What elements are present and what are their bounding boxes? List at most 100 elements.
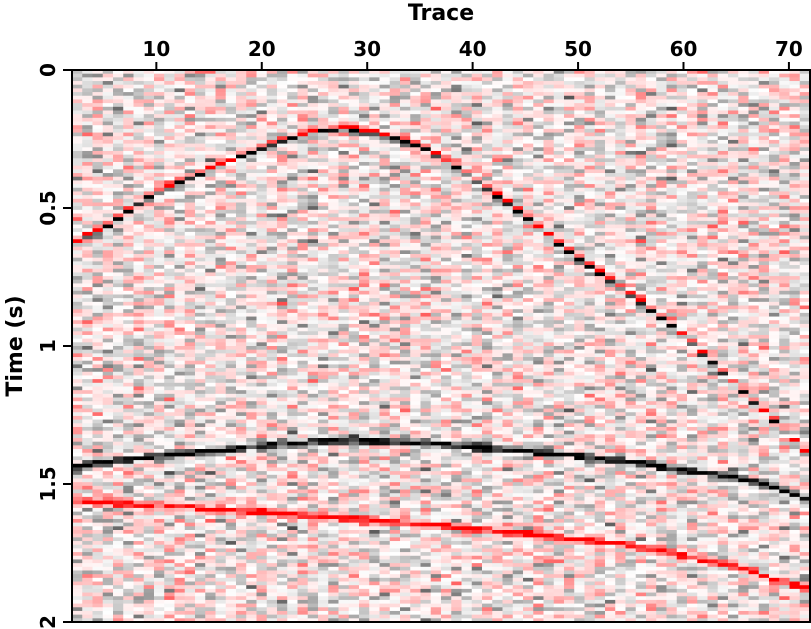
heatmap-cell (123, 184, 134, 189)
heatmap-cell (359, 482, 370, 487)
heatmap-cell (215, 242, 227, 248)
heatmap-cell (195, 272, 206, 277)
heatmap-cell (246, 242, 257, 248)
heatmap-cell (184, 84, 196, 89)
heatmap-cell (400, 467, 411, 472)
heatmap-cell (205, 103, 216, 108)
heatmap-cell (215, 309, 227, 314)
heatmap-cell (348, 588, 360, 593)
heatmap-cell (174, 228, 186, 233)
heatmap-cell (174, 382, 186, 387)
heatmap-cell (205, 570, 216, 575)
heatmap-cell (215, 162, 227, 167)
heatmap-cell (328, 415, 339, 420)
heatmap-cell (307, 191, 319, 196)
heatmap-cell (133, 180, 145, 185)
heatmap-cell (154, 99, 165, 104)
heatmap-cell (92, 386, 104, 391)
heatmap-cell (277, 147, 288, 152)
heatmap-cell (328, 541, 339, 546)
heatmap-cell (174, 552, 186, 557)
heatmap-cell (102, 478, 114, 483)
heatmap-cell (389, 290, 401, 295)
heatmap-cell (205, 588, 216, 593)
heatmap-cell (277, 364, 288, 369)
heatmap-cell (246, 132, 257, 137)
heatmap-cell (174, 327, 186, 332)
heatmap-cell (348, 515, 360, 520)
heatmap-cell (102, 382, 114, 387)
heatmap-cell (246, 614, 257, 619)
heatmap-cell (174, 349, 186, 354)
heatmap-cell (287, 265, 298, 270)
heatmap-cell (92, 154, 104, 159)
heatmap-cell (205, 106, 216, 111)
heatmap-cell (359, 599, 370, 604)
heatmap-cell (410, 95, 421, 100)
heatmap-cell (318, 81, 329, 86)
heatmap-cell (143, 423, 155, 428)
heatmap-cell (287, 184, 298, 189)
heatmap-cell (72, 360, 83, 365)
heatmap-cell (256, 438, 268, 443)
heatmap-cell (338, 117, 350, 122)
heatmap-cell (154, 276, 165, 281)
heatmap-cell (307, 375, 319, 380)
heatmap-cell (133, 500, 145, 505)
heatmap-cell (72, 618, 83, 623)
heatmap-cell (318, 287, 329, 292)
heatmap-cell (266, 231, 278, 236)
heatmap-cell (297, 533, 309, 538)
heatmap-cell (184, 103, 196, 108)
heatmap-cell (287, 530, 298, 535)
heatmap-cell (154, 290, 165, 295)
heatmap-cell (246, 298, 257, 303)
heatmap-cell (266, 320, 278, 325)
heatmap-cell (113, 485, 124, 490)
heatmap-cell (389, 397, 401, 402)
heatmap-cell (113, 566, 124, 571)
heatmap-cell (328, 279, 339, 284)
heatmap-cell (236, 206, 247, 211)
heatmap-cell (236, 73, 247, 78)
heatmap-cell (328, 301, 339, 306)
heatmap-cell (195, 441, 206, 446)
heatmap-cell (287, 198, 298, 203)
heatmap-cell (236, 577, 247, 582)
heatmap-cell (369, 323, 380, 328)
heatmap-cell (328, 559, 339, 564)
heatmap-cell (328, 338, 339, 343)
heatmap-cell (174, 478, 186, 483)
heatmap-cell (236, 474, 247, 479)
heatmap-cell (318, 169, 329, 174)
heatmap-cell (287, 150, 298, 156)
heatmap-cell (133, 541, 145, 546)
heatmap-cell (307, 397, 319, 402)
heatmap-cell (348, 217, 360, 222)
heatmap-cell (184, 526, 196, 531)
heatmap-cell (113, 404, 124, 409)
heatmap-cell (307, 254, 319, 259)
heatmap-cell (154, 607, 165, 612)
heatmap-cell (256, 77, 268, 82)
heatmap-cell (379, 121, 391, 126)
heatmap-cell (123, 327, 134, 332)
heatmap-cell (389, 493, 401, 498)
heatmap-cell (92, 379, 104, 384)
heatmap-cell (287, 128, 298, 133)
heatmap-cell (359, 117, 370, 122)
heatmap-cell (215, 401, 227, 406)
heatmap-cell (133, 360, 145, 365)
heatmap-cell (277, 257, 288, 262)
heatmap-cell (246, 323, 257, 328)
heatmap-cell (400, 290, 411, 295)
heatmap-cell (72, 254, 83, 259)
heatmap-cell (184, 176, 196, 181)
heatmap-cell (123, 390, 134, 395)
heatmap-cell (195, 379, 206, 384)
heatmap-cell (215, 482, 227, 487)
heatmap-cell (307, 585, 319, 590)
heatmap-cell (236, 507, 247, 512)
heatmap-cell (174, 224, 186, 229)
heatmap-cell (277, 548, 288, 553)
